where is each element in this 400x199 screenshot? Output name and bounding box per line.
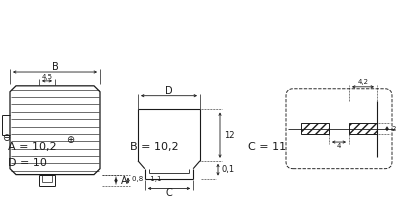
- Text: 4: 4: [337, 143, 341, 149]
- Bar: [301, 123, 329, 134]
- Text: 2: 2: [392, 126, 396, 132]
- Text: 4,2: 4,2: [358, 79, 368, 85]
- Text: D: D: [165, 86, 173, 96]
- Text: C = 11: C = 11: [248, 142, 286, 152]
- Text: D = 10: D = 10: [8, 158, 47, 168]
- Text: 0,8 - 1,1: 0,8 - 1,1: [132, 176, 162, 181]
- Text: B: B: [52, 62, 58, 72]
- Text: ⊖: ⊖: [2, 133, 10, 143]
- Text: B = 10,2: B = 10,2: [130, 142, 179, 152]
- Text: ⊕: ⊕: [66, 135, 74, 145]
- Text: 0,1: 0,1: [221, 165, 234, 174]
- Text: 12: 12: [224, 131, 234, 140]
- Bar: [349, 123, 377, 134]
- Text: A = 10,2: A = 10,2: [8, 142, 57, 152]
- Text: A: A: [121, 176, 128, 185]
- Text: C: C: [166, 188, 172, 198]
- Text: 4,5: 4,5: [42, 74, 52, 80]
